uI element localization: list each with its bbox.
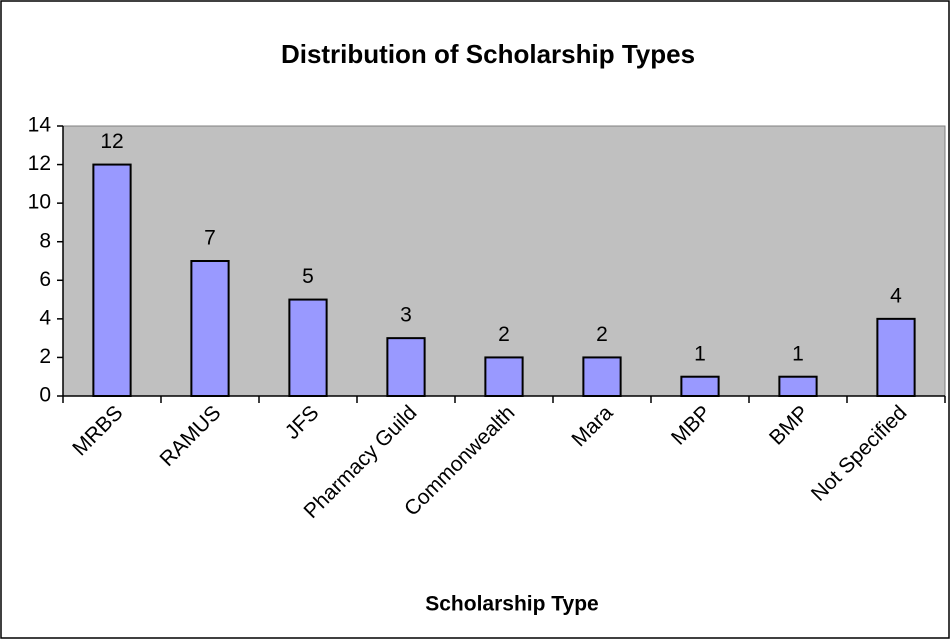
bar [190, 260, 230, 397]
y-tick-label: 2 [39, 345, 51, 368]
data-label: 2 [596, 323, 608, 346]
y-tick-label: 12 [28, 152, 51, 175]
data-label: 12 [100, 130, 123, 153]
bar [386, 337, 426, 397]
y-tick-label: 6 [39, 268, 51, 291]
data-label: 1 [694, 342, 706, 365]
y-tick-label: 4 [39, 306, 51, 329]
bar [876, 317, 916, 398]
y-tick-label: 10 [28, 191, 51, 214]
data-label: 5 [302, 265, 314, 288]
bar [288, 298, 328, 398]
y-tick-label: 14 [28, 114, 52, 137]
y-tick-label: 0 [39, 384, 51, 407]
data-label: 1 [792, 342, 804, 365]
chart-title: Distribution of Scholarship Types [281, 39, 695, 69]
bar [582, 356, 622, 397]
bar [92, 163, 132, 397]
bar [778, 375, 818, 398]
data-label: 3 [400, 304, 412, 327]
data-label: 7 [204, 227, 216, 250]
bar [680, 375, 720, 398]
data-label: 4 [890, 284, 902, 307]
x-axis-title: Scholarship Type [425, 593, 599, 616]
bar [484, 356, 524, 397]
y-tick-label: 8 [39, 229, 51, 252]
data-label: 2 [498, 323, 510, 346]
